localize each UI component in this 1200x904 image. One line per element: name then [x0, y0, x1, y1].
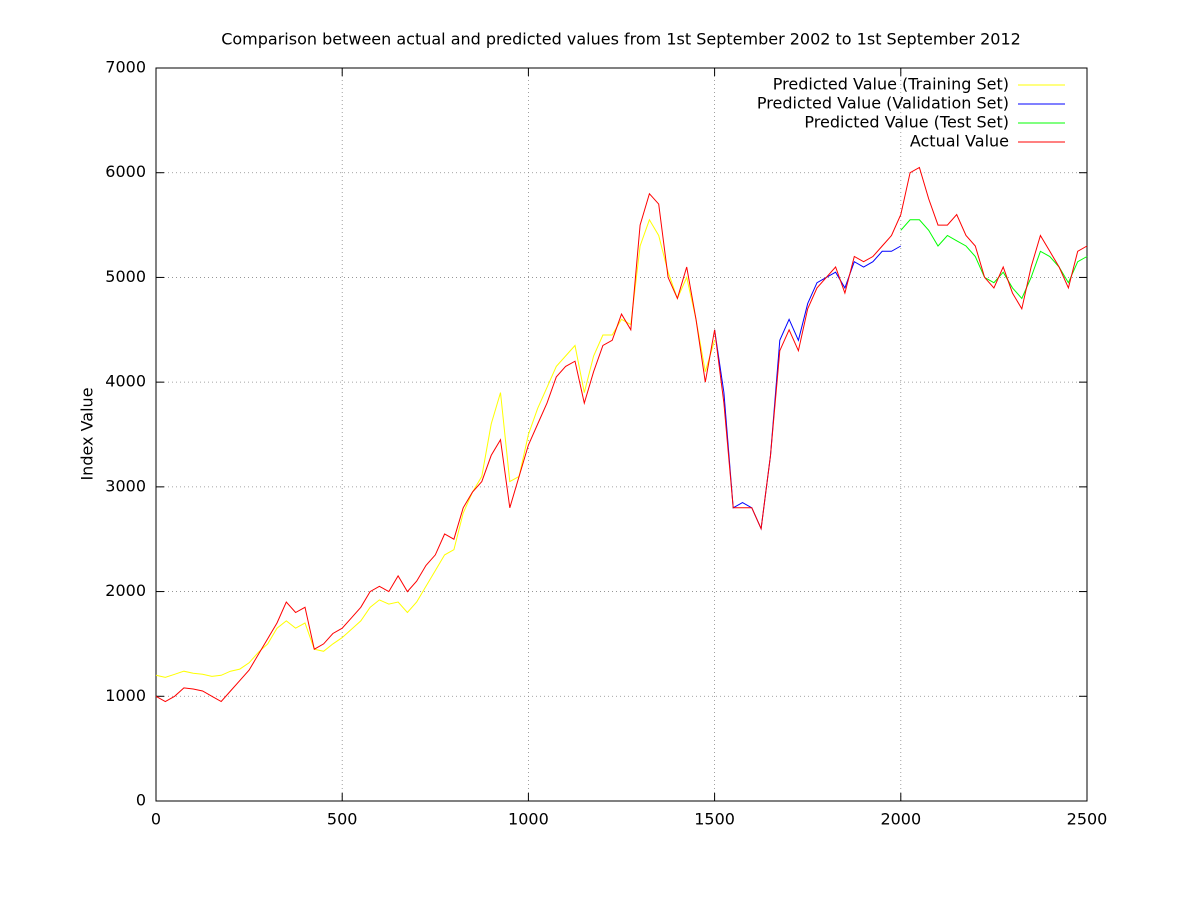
legend-label: Predicted Value (Test Set) — [804, 113, 1009, 132]
x-tick-label: 2000 — [880, 810, 921, 829]
x-tick-label: 0 — [151, 810, 161, 829]
data-line — [714, 245, 902, 531]
data-line — [900, 219, 1088, 300]
y-tick-label: 1000 — [105, 686, 146, 705]
legend-label: Predicted Value (Training Set) — [773, 75, 1009, 94]
legend-label: Actual Value — [910, 132, 1009, 151]
chart-title: Comparison between actual and predicted … — [221, 30, 1021, 49]
data-line — [155, 166, 1088, 703]
x-tick-label: 2500 — [1067, 810, 1108, 829]
legend-label: Predicted Value (Validation Set) — [757, 94, 1009, 113]
y-tick-label: 6000 — [105, 162, 146, 181]
data-line — [155, 218, 716, 678]
y-tick-label: 5000 — [105, 267, 146, 286]
plot-border — [155, 67, 1088, 802]
y-tick-label: 7000 — [105, 58, 146, 77]
y-tick-label: 2000 — [105, 581, 146, 600]
y-tick-label: 0 — [136, 791, 146, 810]
y-axis-label: Index Value — [78, 387, 97, 480]
x-tick-label: 1000 — [508, 810, 549, 829]
x-tick-label: 500 — [327, 810, 358, 829]
y-tick-label: 3000 — [105, 476, 146, 495]
y-tick-label: 4000 — [105, 372, 146, 391]
x-tick-label: 1500 — [694, 810, 735, 829]
